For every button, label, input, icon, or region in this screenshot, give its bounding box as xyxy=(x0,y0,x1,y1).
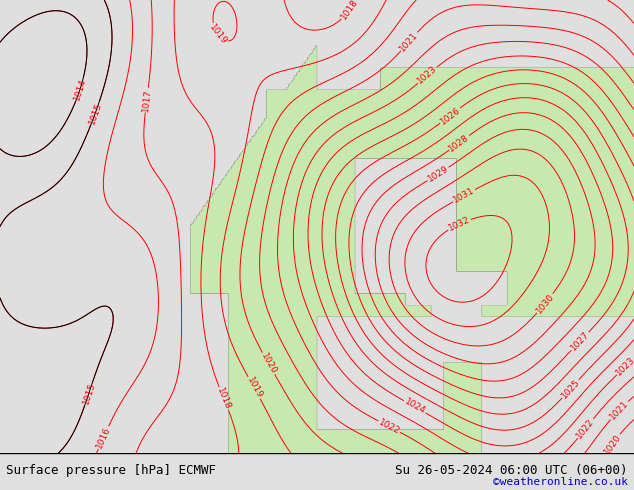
Text: 1031: 1031 xyxy=(452,186,476,205)
Text: 1030: 1030 xyxy=(534,292,556,315)
Text: 1020: 1020 xyxy=(602,432,623,456)
Text: 1020: 1020 xyxy=(259,351,278,376)
Text: 1023: 1023 xyxy=(416,64,439,86)
Text: 1017: 1017 xyxy=(141,88,153,112)
Text: Surface pressure [hPa] ECMWF: Surface pressure [hPa] ECMWF xyxy=(6,464,216,477)
Text: 1029: 1029 xyxy=(426,164,450,184)
Text: 1028: 1028 xyxy=(447,132,471,153)
Text: 1019: 1019 xyxy=(245,376,264,400)
Text: 1015: 1015 xyxy=(87,100,103,125)
Text: 1025: 1025 xyxy=(559,377,581,400)
Text: 1015: 1015 xyxy=(81,381,97,406)
Text: 1019: 1019 xyxy=(207,23,228,47)
Text: 1018: 1018 xyxy=(339,0,360,22)
Text: 1026: 1026 xyxy=(438,105,462,126)
Text: 1016: 1016 xyxy=(94,425,112,450)
Text: 1021: 1021 xyxy=(608,399,630,422)
Text: 1024: 1024 xyxy=(403,397,427,416)
Text: 1032: 1032 xyxy=(447,215,472,233)
Text: ©weatheronline.co.uk: ©weatheronline.co.uk xyxy=(493,477,628,487)
Text: 1014: 1014 xyxy=(72,77,87,102)
Text: 1022: 1022 xyxy=(377,417,401,436)
Text: Su 26-05-2024 06:00 UTC (06+00): Su 26-05-2024 06:00 UTC (06+00) xyxy=(395,464,628,477)
Text: 1022: 1022 xyxy=(575,417,596,440)
Text: 1027: 1027 xyxy=(569,330,591,353)
Text: 1018: 1018 xyxy=(216,386,232,411)
Text: 1021: 1021 xyxy=(398,30,420,53)
Text: 1023: 1023 xyxy=(614,355,634,377)
